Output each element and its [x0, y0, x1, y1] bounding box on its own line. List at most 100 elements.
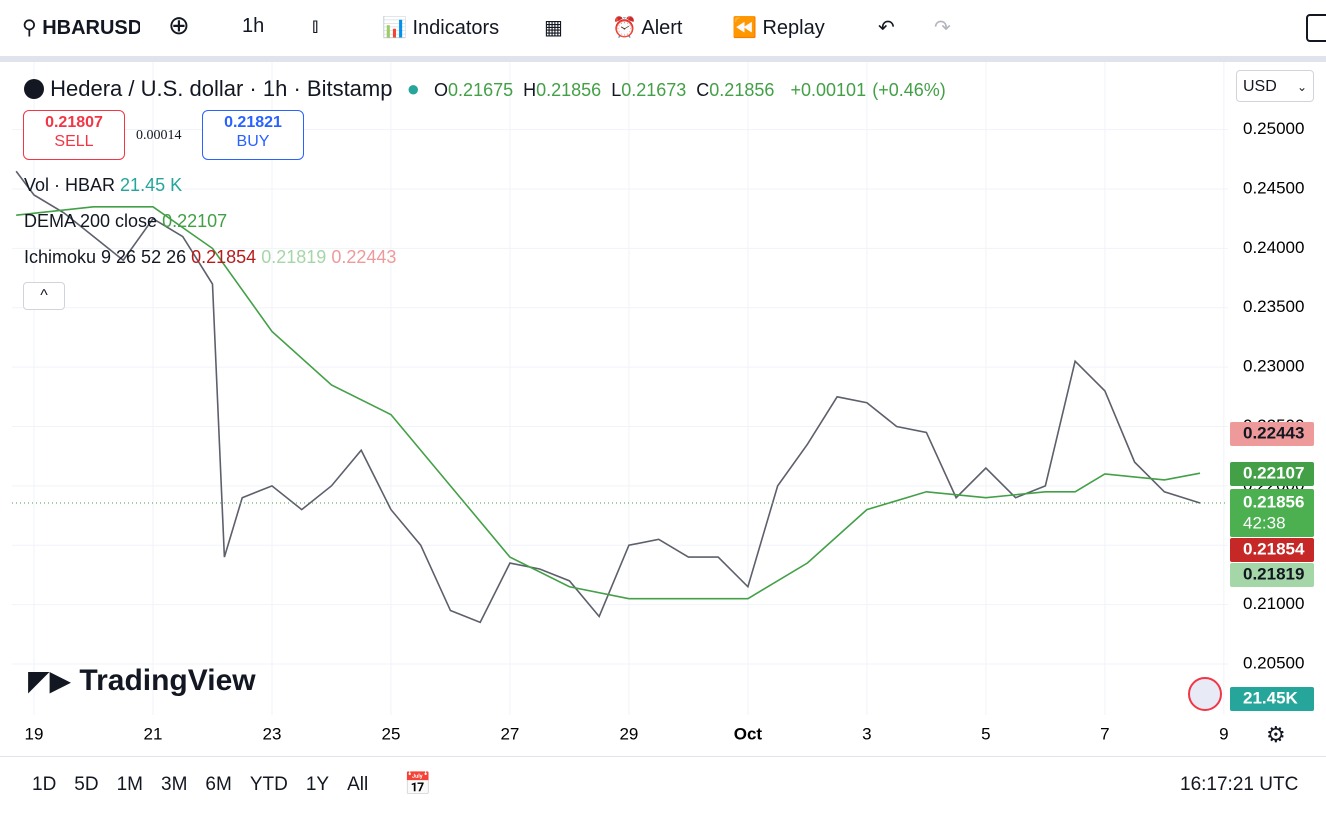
chart: 0.205000.210000.215000.220000.225000.230… — [0, 60, 1326, 743]
volume-legend: Vol · HBAR 21.45 K — [24, 175, 182, 196]
ohlc-key: L — [611, 80, 622, 100]
price-badge — [1230, 538, 1314, 562]
change: +0.00101 — [790, 80, 867, 100]
volume-value: 21.45 K — [120, 175, 183, 195]
indicators-button[interactable]: 📊 Indicators — [382, 17, 500, 39]
x-tick-label: 23 — [263, 724, 282, 743]
legend-title: Hedera / U.S. dollar · 1h · Bitstamp — [50, 76, 393, 101]
x-tick-label: 7 — [1100, 724, 1109, 743]
frame — [0, 60, 1326, 62]
y-tick-label: 0.21000 — [1243, 594, 1304, 613]
price-badge — [1230, 687, 1314, 711]
range-button[interactable]: 5D — [74, 774, 99, 795]
range-button[interactable]: All — [347, 774, 369, 795]
range-button[interactable]: 3M — [161, 774, 188, 795]
sell-button[interactable]: 0.21807 SELL — [23, 110, 125, 160]
y-tick-label: 0.20500 — [1243, 653, 1304, 672]
ohlc-value: 0.21856 — [709, 80, 775, 100]
coin-icon — [24, 79, 44, 99]
ohlc-key: C — [696, 80, 710, 100]
price-badge — [1230, 462, 1314, 486]
ohlc-value: 0.21856 — [536, 80, 602, 100]
spread: 0.00014 — [136, 128, 182, 143]
clock: 16:17:21 UTC — [1180, 774, 1299, 795]
legend: Hedera / U.S. dollar · 1h · Bitstamp ● O… — [24, 76, 946, 102]
x-tick-label: 27 — [500, 724, 519, 743]
layouts[interactable]: ▦ — [544, 17, 563, 39]
y-tick-label: 0.23000 — [1243, 357, 1304, 376]
add-symbol[interactable]: ⊕ — [168, 10, 190, 40]
range-button[interactable]: 1M — [116, 774, 143, 795]
y-tick-label: 0.25000 — [1243, 119, 1304, 138]
ohlc-key: H — [523, 80, 537, 100]
symbol-search[interactable]: ⚲ HBARUSD — [22, 15, 140, 40]
x-tick-label: 3 — [862, 724, 871, 743]
ohlc-value: 0.21675 — [448, 80, 514, 100]
x-tick-label: 29 — [619, 724, 638, 743]
replay-label: Replay — [762, 17, 825, 39]
dema-legend: DEMA 200 close 0.22107 — [24, 211, 227, 232]
collapse-legend[interactable]: ^ — [23, 282, 65, 310]
price-badge — [1230, 563, 1314, 587]
ohlc-key: O — [434, 80, 449, 100]
settings[interactable]: ⚙ — [1266, 722, 1286, 747]
range-list: 1D 5D 1M 3M 6M YTD 1Y All — [32, 774, 386, 796]
ichimoku-value: 0.21819 — [261, 247, 327, 267]
fullscreen[interactable] — [1306, 14, 1326, 42]
price-badge-label: 21.45K — [1243, 688, 1299, 707]
price-badge-label: 0.22107 — [1243, 463, 1304, 482]
x-tick-label: 25 — [381, 724, 400, 743]
currency-select[interactable]: USD ⌄ — [1236, 70, 1314, 102]
series-line — [15, 170, 1201, 624]
replay-button[interactable]: ⏪ Replay — [732, 17, 825, 39]
logo-text: TradingView — [79, 664, 256, 697]
buy-button[interactable]: 0.21821 BUY — [202, 110, 304, 160]
buy-price: 0.21821 — [224, 114, 282, 131]
logo: ◤▶ TradingView — [28, 664, 256, 697]
countdown: 42:38 — [1243, 513, 1286, 532]
series-line — [16, 206, 1201, 600]
price-badge — [1230, 489, 1314, 537]
undo[interactable]: ↶ — [878, 17, 895, 39]
interval[interactable]: 1h — [242, 15, 265, 37]
x-tick-label: 9 — [1219, 724, 1228, 743]
price-badge-label: 0.21819 — [1243, 564, 1304, 583]
ichimoku-value: 0.21854 — [191, 247, 257, 267]
date-range[interactable]: 📅 — [404, 771, 432, 796]
market-status: ● — [406, 76, 420, 101]
symbol: HBARUSD — [42, 17, 140, 39]
sell-label: SELL — [54, 133, 94, 150]
search-icon: ⚲ — [22, 17, 43, 39]
price-badge-label: 0.22443 — [1243, 423, 1304, 442]
chart-type[interactable]: ⫾ — [312, 15, 319, 37]
price-badge-label: 0.21854 — [1243, 539, 1305, 558]
dema-value: 0.22107 — [162, 211, 228, 231]
ohlc: O0.21675 H0.21856 L0.21673 C0.21856 — [434, 80, 784, 100]
alert-button[interactable]: ⏰ Alert — [612, 17, 683, 39]
range-button[interactable]: 1Y — [305, 774, 330, 795]
y-tick-label: 0.23500 — [1243, 297, 1304, 316]
ichimoku-value: 0.22443 — [331, 247, 397, 267]
x-tick-label: 19 — [25, 724, 44, 743]
range-button[interactable]: 1D — [32, 774, 57, 795]
ichimoku-legend: Ichimoku 9 26 52 26 0.21854 0.21819 0.22… — [24, 247, 396, 268]
buy-label: BUY — [236, 133, 270, 150]
redo[interactable]: ↷ — [934, 17, 951, 39]
price-badge-label: 0.21856 — [1243, 492, 1304, 511]
y-tick-label: 0.24500 — [1243, 179, 1304, 198]
range-button[interactable]: 6M — [205, 774, 232, 795]
volume-name: Vol · HBAR — [24, 175, 116, 195]
ichimoku-name: Ichimoku 9 26 52 26 — [24, 247, 187, 267]
flag-icon — [1188, 677, 1222, 711]
x-tick-label: Oct — [734, 724, 763, 743]
dema-name: DEMA 200 close — [24, 211, 158, 231]
ohlc-value: 0.21673 — [621, 80, 687, 100]
currency: USD — [1243, 78, 1277, 95]
x-tick-label: 5 — [981, 724, 990, 743]
sell-price: 0.21807 — [45, 114, 103, 131]
change-pct: (+0.46%) — [872, 80, 946, 100]
range-button[interactable]: YTD — [249, 774, 288, 795]
price-badge — [1230, 422, 1314, 446]
toolbar: ⚲ HBARUSD ⊕ 1h ⫾ 📊 Indicators ▦ ⏰ Alert … — [0, 0, 1326, 60]
